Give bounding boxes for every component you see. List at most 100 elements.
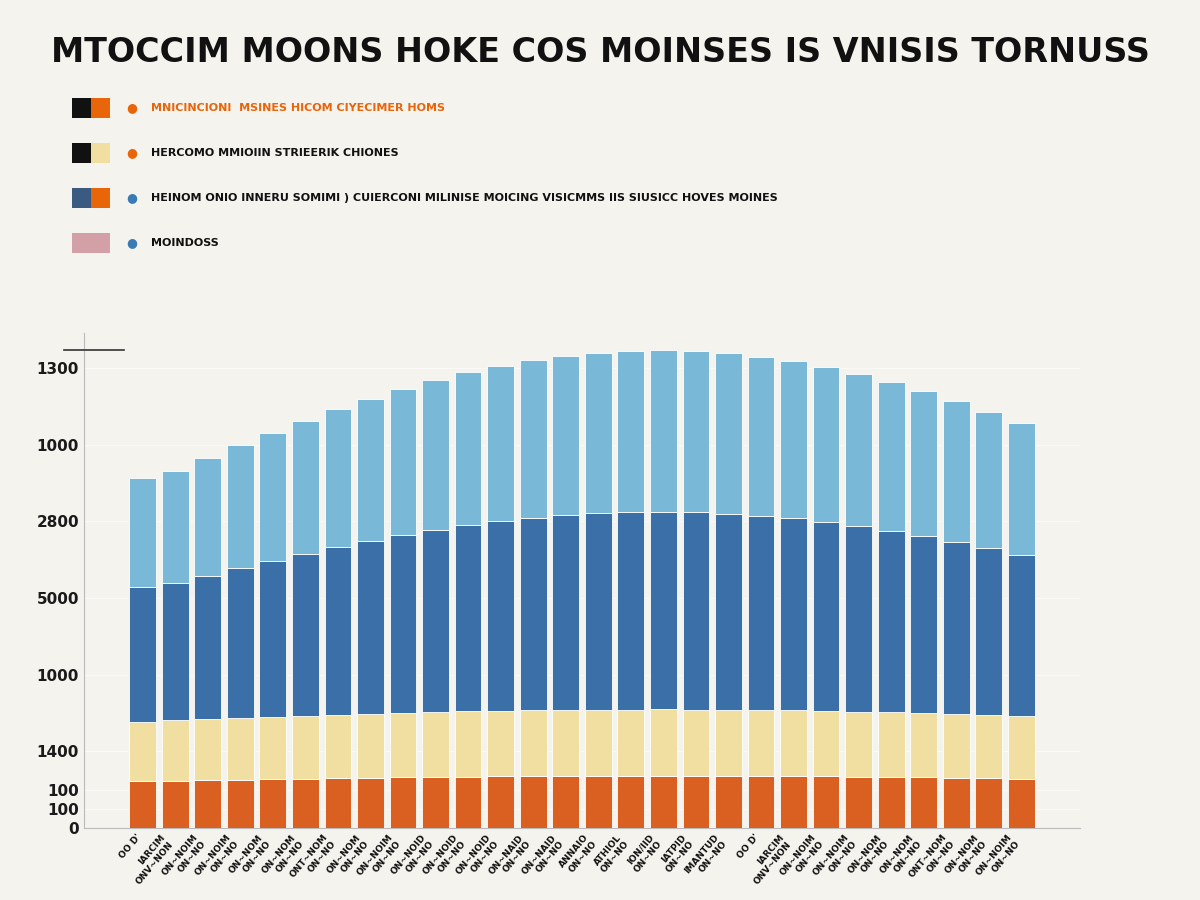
Bar	[911, 778, 937, 828]
Bar	[780, 776, 806, 828]
Bar	[878, 777, 905, 828]
Bar	[422, 380, 449, 529]
Bar	[584, 353, 612, 513]
Bar	[552, 356, 580, 515]
Bar	[259, 561, 286, 717]
Bar	[227, 718, 253, 779]
Text: HEINOM ONIO INNERU SOMIMI ) CUIERCONI MILINISE MOICING VISICMMS IIS SIUSICC HOVE: HEINOM ONIO INNERU SOMIMI ) CUIERCONI MI…	[151, 193, 778, 203]
Bar	[390, 389, 416, 535]
Bar	[845, 712, 872, 777]
Bar	[748, 710, 774, 776]
Bar	[552, 776, 580, 828]
Bar	[812, 522, 840, 711]
Bar	[130, 781, 156, 828]
Text: HERCOMO MMIOIIN STRIEERIK CHIONES: HERCOMO MMIOIIN STRIEERIK CHIONES	[151, 148, 398, 158]
Bar	[552, 515, 580, 710]
Bar	[845, 374, 872, 526]
Bar	[943, 778, 970, 828]
Bar	[324, 410, 352, 547]
Bar	[878, 531, 905, 713]
Bar	[292, 716, 319, 778]
Bar	[878, 713, 905, 777]
Bar	[683, 709, 709, 776]
Bar	[650, 350, 677, 512]
Bar	[618, 351, 644, 512]
Bar	[162, 471, 188, 583]
Bar	[683, 351, 709, 512]
Text: MOINDOSS: MOINDOSS	[151, 238, 218, 248]
Bar	[422, 777, 449, 828]
Bar	[390, 713, 416, 778]
Bar	[292, 554, 319, 716]
Bar	[358, 399, 384, 541]
Bar	[552, 710, 580, 776]
Bar	[911, 392, 937, 536]
Bar	[878, 382, 905, 531]
Bar	[845, 777, 872, 828]
Bar	[259, 779, 286, 828]
Text: ●: ●	[126, 102, 138, 114]
Bar	[976, 548, 1002, 716]
Text: MTOCCIM MOONS HOKE COS MOINSES IS VNISIS TORNUSS: MTOCCIM MOONS HOKE COS MOINSES IS VNISIS…	[50, 36, 1150, 69]
Bar	[455, 777, 481, 828]
Bar	[227, 446, 253, 568]
Bar	[324, 547, 352, 715]
Bar	[715, 514, 742, 710]
Bar	[748, 356, 774, 516]
Bar	[487, 521, 514, 711]
Bar	[520, 518, 546, 710]
Text: ●: ●	[126, 237, 138, 249]
Bar	[162, 721, 188, 780]
Bar	[650, 512, 677, 709]
Bar	[812, 711, 840, 777]
Bar	[259, 433, 286, 561]
Bar	[650, 776, 677, 828]
Bar	[455, 712, 481, 777]
Bar	[422, 712, 449, 777]
Bar	[1008, 423, 1034, 555]
Bar	[292, 420, 319, 554]
Bar	[715, 354, 742, 514]
Bar	[358, 541, 384, 714]
Bar	[130, 588, 156, 722]
Bar	[162, 780, 188, 828]
Bar	[943, 401, 970, 542]
Bar	[390, 778, 416, 828]
Bar	[487, 777, 514, 828]
Bar	[520, 710, 546, 776]
Bar	[1008, 778, 1034, 828]
Bar	[650, 709, 677, 776]
Bar	[292, 778, 319, 828]
Text: MNICINCIONI  MSINES HICOM CIYECIMER HOMS: MNICINCIONI MSINES HICOM CIYECIMER HOMS	[151, 103, 445, 113]
Bar	[683, 776, 709, 828]
Bar	[1008, 716, 1034, 778]
Text: ●: ●	[126, 192, 138, 204]
Bar	[683, 512, 709, 709]
Bar	[390, 535, 416, 713]
Bar	[748, 776, 774, 828]
Bar	[130, 722, 156, 781]
Bar	[780, 362, 806, 518]
Bar	[976, 716, 1002, 778]
Bar	[358, 714, 384, 778]
Bar	[455, 373, 481, 525]
Bar	[194, 780, 221, 828]
Bar	[455, 525, 481, 712]
Bar	[259, 717, 286, 779]
Bar	[584, 710, 612, 776]
Bar	[162, 583, 188, 721]
Text: ●: ●	[126, 147, 138, 159]
Bar	[943, 714, 970, 778]
Bar	[618, 709, 644, 776]
Bar	[487, 711, 514, 777]
Bar	[1008, 555, 1034, 716]
Bar	[748, 516, 774, 710]
Bar	[422, 529, 449, 712]
Bar	[227, 779, 253, 828]
Bar	[911, 713, 937, 778]
Bar	[845, 526, 872, 712]
Bar	[194, 575, 221, 719]
Bar	[324, 778, 352, 828]
Bar	[358, 778, 384, 828]
Bar	[780, 710, 806, 776]
